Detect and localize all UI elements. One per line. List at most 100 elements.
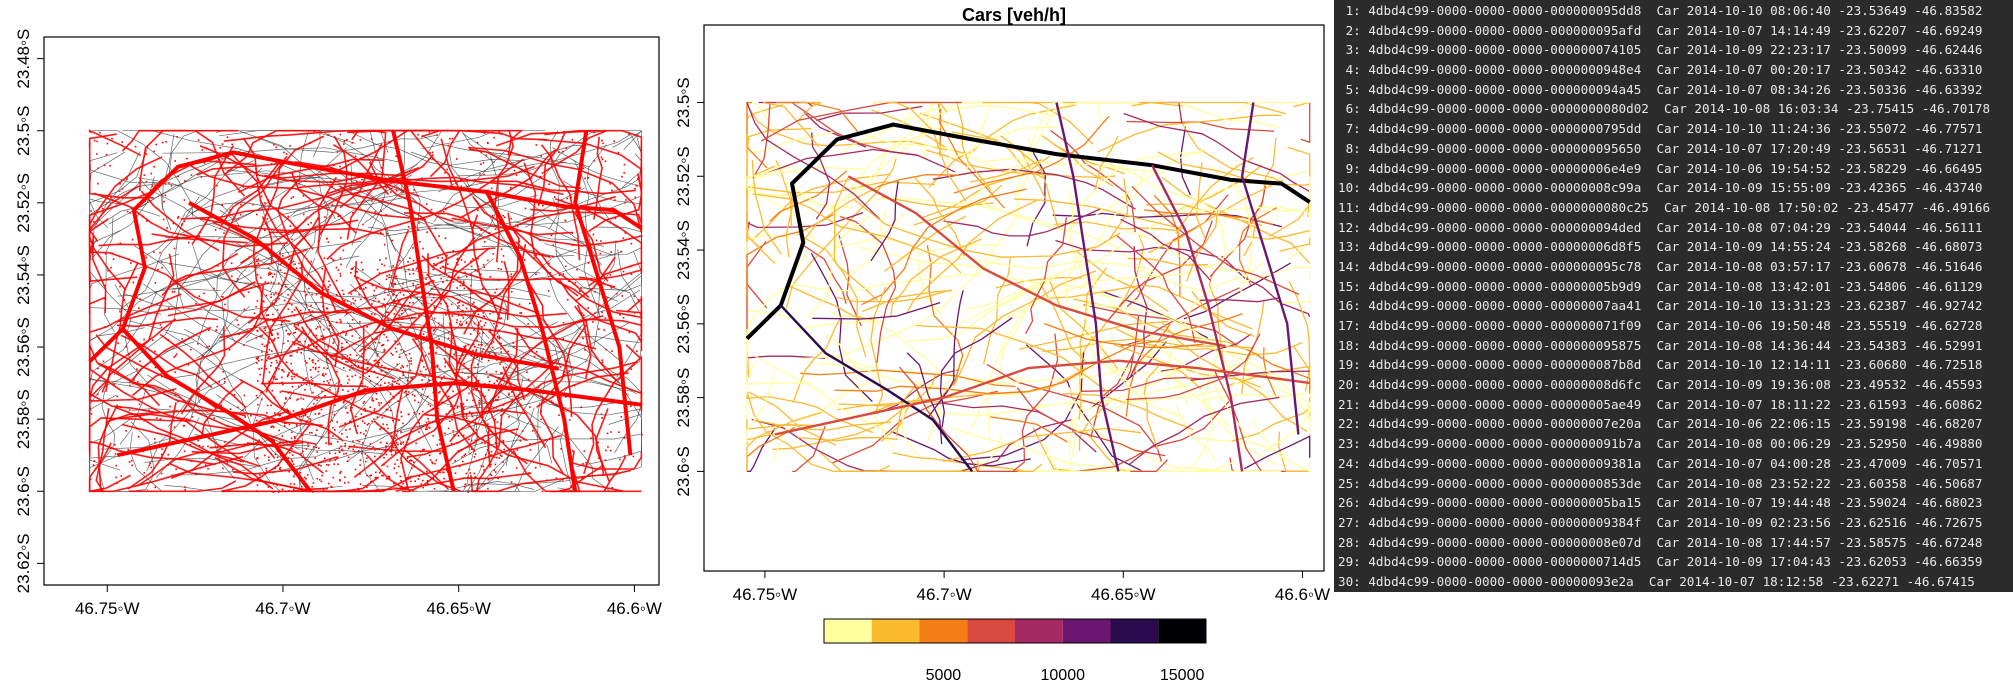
left-vehicle-point bbox=[242, 186, 244, 188]
left-vehicle-point bbox=[389, 393, 392, 395]
left-vehicle-point bbox=[452, 250, 455, 252]
left-vehicle-point bbox=[299, 340, 301, 343]
left-y-tick-label: 23.54◦S bbox=[14, 245, 33, 305]
left-vehicle-point bbox=[300, 352, 302, 354]
left-vehicle-point bbox=[256, 264, 258, 267]
left-road bbox=[89, 274, 189, 342]
left-vehicle-point bbox=[313, 345, 315, 347]
left-vehicle-point bbox=[482, 263, 485, 266]
console-line: 6: 4dbd4c99-0000-0000-0000-0000000080d02… bbox=[1338, 101, 1991, 117]
left-vehicle-point bbox=[287, 374, 289, 377]
left-x-tick-label: 46.7◦W bbox=[255, 599, 310, 618]
left-vehicle-point bbox=[308, 287, 310, 290]
left-point-trail bbox=[97, 404, 119, 492]
left-vehicle-point bbox=[433, 317, 436, 320]
left-point-trail bbox=[401, 428, 519, 493]
left-vehicle-point bbox=[469, 472, 472, 474]
left-point-trail bbox=[374, 326, 597, 350]
left-vehicle-point bbox=[160, 453, 163, 456]
left-vehicle-point bbox=[410, 317, 413, 319]
left-vehicle-point bbox=[456, 263, 459, 266]
left-vehicle-point bbox=[500, 455, 503, 457]
left-vehicle-point bbox=[362, 342, 364, 344]
left-vehicle-point bbox=[408, 360, 410, 362]
left-vehicle-point bbox=[368, 307, 371, 310]
left-road bbox=[292, 332, 337, 477]
left-vehicle-point bbox=[104, 253, 107, 255]
left-road bbox=[559, 425, 574, 491]
left-vehicle-point bbox=[125, 430, 127, 432]
left-vehicle-point bbox=[609, 274, 612, 276]
left-vehicle-point bbox=[410, 480, 412, 483]
left-vehicle-point bbox=[300, 415, 303, 418]
left-vehicle-point bbox=[364, 410, 366, 412]
left-vehicle-point bbox=[310, 382, 312, 385]
left-vehicle-point bbox=[360, 431, 362, 434]
left-vehicle-point bbox=[371, 399, 373, 401]
left-vehicle-point bbox=[470, 448, 473, 451]
left-vehicle-point bbox=[457, 257, 459, 260]
left-vehicle-point bbox=[416, 283, 419, 286]
left-vehicle-point bbox=[200, 413, 203, 416]
left-vehicle-point bbox=[317, 359, 319, 362]
right-road-flow bbox=[773, 379, 878, 461]
left-vehicle-point bbox=[264, 329, 267, 332]
left-vehicle-point bbox=[435, 264, 437, 267]
left-vehicle-point bbox=[601, 311, 603, 314]
left-vehicle-point bbox=[386, 442, 388, 444]
left-vehicle-point bbox=[221, 204, 224, 207]
left-vehicle-point bbox=[462, 413, 465, 416]
left-vehicle-point bbox=[396, 368, 399, 371]
left-vehicle-point bbox=[154, 366, 157, 369]
left-vehicle-point bbox=[500, 372, 502, 374]
left-vehicle-point bbox=[568, 280, 570, 283]
left-y-tick-label: 23.58◦S bbox=[14, 389, 33, 449]
left-point-trail bbox=[574, 256, 616, 303]
left-vehicle-point bbox=[549, 279, 552, 281]
left-vehicle-point bbox=[519, 403, 522, 406]
left-vehicle-point bbox=[454, 460, 456, 462]
left-vehicle-point bbox=[323, 375, 325, 377]
left-vehicle-point bbox=[421, 360, 424, 362]
left-point-trail bbox=[524, 275, 573, 417]
left-vehicle-point bbox=[428, 420, 430, 423]
left-vehicle-point bbox=[405, 390, 407, 393]
left-vehicle-point bbox=[542, 357, 544, 359]
left-vehicle-point bbox=[476, 309, 479, 312]
left-vehicle-point bbox=[444, 365, 446, 368]
right-flow-map: Cars [veh/h] 46.75◦W 46.7◦W 46.65◦W 46.6◦W … bbox=[674, 5, 1330, 684]
left-vehicle-point bbox=[473, 329, 475, 331]
left-vehicle-point bbox=[280, 262, 283, 264]
legend-color-bin bbox=[1158, 619, 1206, 643]
console-line: 3: 4dbd4c99-0000-0000-0000-000000074105 … bbox=[1338, 42, 1983, 58]
left-vehicle-point bbox=[624, 232, 627, 234]
left-vehicle-point bbox=[208, 329, 210, 331]
left-vehicle-point bbox=[461, 384, 463, 386]
left-vehicle-point bbox=[587, 262, 590, 264]
left-vehicle-point bbox=[346, 436, 348, 438]
left-vehicle-point bbox=[332, 342, 335, 344]
left-vehicle-point bbox=[316, 451, 318, 453]
left-vehicle-point bbox=[114, 453, 117, 455]
left-vehicle-point bbox=[285, 329, 287, 332]
left-vehicle-point bbox=[438, 338, 440, 340]
left-vehicle-point bbox=[251, 155, 253, 158]
left-vehicle-point bbox=[264, 229, 266, 232]
left-vehicle-point bbox=[119, 285, 121, 288]
left-vehicle-point bbox=[297, 341, 300, 343]
left-vehicle-point bbox=[110, 196, 112, 198]
left-vehicle-point bbox=[490, 454, 492, 456]
left-vehicle-point bbox=[255, 154, 257, 157]
left-vehicle-point bbox=[312, 366, 315, 369]
left-vehicle-point bbox=[284, 319, 286, 321]
left-vehicle-point bbox=[345, 334, 347, 336]
left-vehicle-point bbox=[153, 165, 155, 168]
left-vehicle-point bbox=[271, 340, 273, 343]
left-vehicle-point bbox=[483, 315, 486, 318]
left-vehicle-point bbox=[489, 328, 491, 331]
right-road-flow bbox=[1091, 341, 1167, 409]
left-vehicle-point bbox=[464, 453, 467, 455]
left-road bbox=[586, 144, 628, 233]
right-road-flow bbox=[1183, 103, 1280, 129]
left-point-trail bbox=[209, 441, 304, 449]
